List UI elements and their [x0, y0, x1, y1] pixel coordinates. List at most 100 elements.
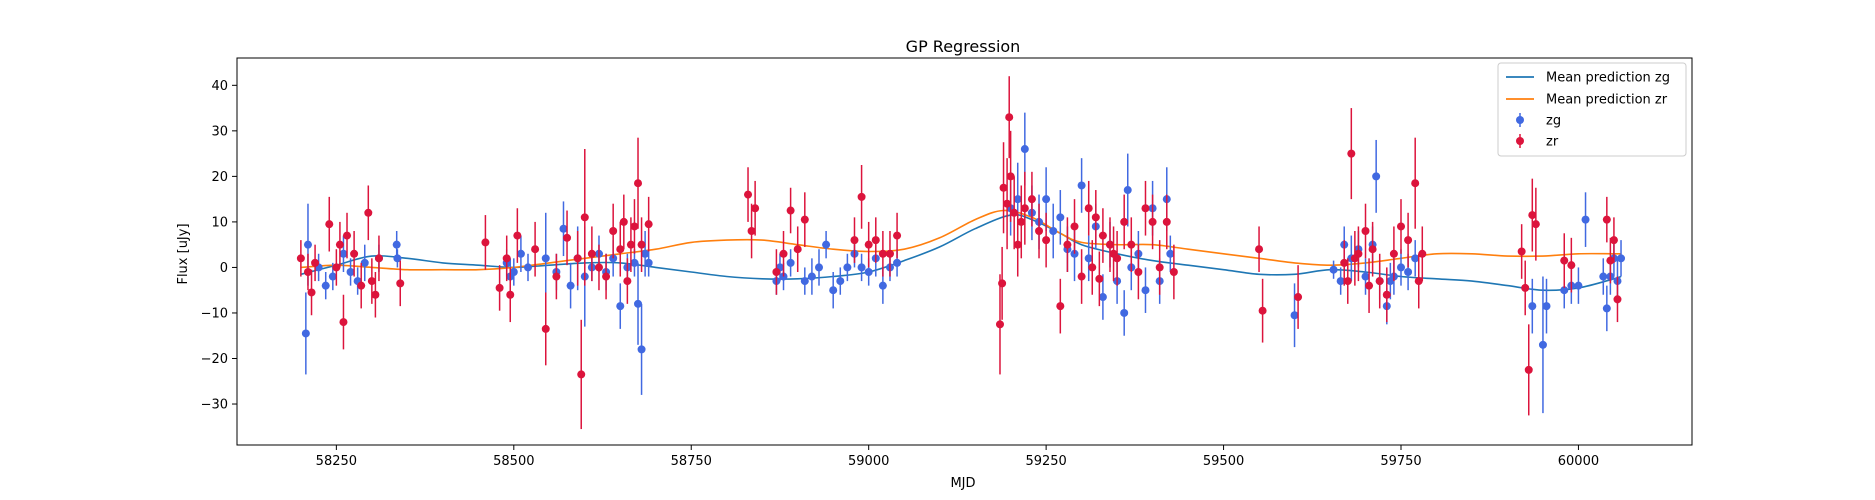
- y-tick-label: −30: [201, 398, 228, 413]
- data-point-zg: [1098, 293, 1107, 302]
- data-point-zr: [364, 208, 373, 217]
- data-point-zg: [1599, 272, 1608, 281]
- data-point-zg: [1013, 195, 1022, 204]
- data-point-zr: [552, 272, 561, 281]
- data-point-zr: [1340, 258, 1349, 267]
- data-point-zr: [1531, 220, 1540, 229]
- x-axis-label: MJD: [950, 476, 975, 491]
- y-tick-label: −20: [201, 352, 228, 367]
- data-point-zr: [1521, 283, 1530, 292]
- data-point-zg: [566, 281, 575, 290]
- data-point-zg: [634, 299, 643, 308]
- data-point-zr: [1127, 240, 1136, 249]
- data-point-zg: [1528, 302, 1537, 311]
- x-tick-label: 58250: [316, 454, 357, 469]
- data-point-zr: [1035, 227, 1044, 236]
- data-point-zr: [871, 236, 880, 245]
- data-point-zr: [1120, 217, 1129, 226]
- data-point-zg: [616, 302, 625, 311]
- data-point-zg: [836, 277, 845, 286]
- data-point-zg: [829, 286, 838, 295]
- y-tick-label: 30: [211, 124, 228, 139]
- data-point-zg: [1084, 254, 1093, 263]
- data-point-zr: [506, 290, 515, 299]
- y-tick-label: 10: [211, 215, 228, 230]
- data-point-zr: [1006, 172, 1015, 181]
- data-point-zr: [563, 233, 572, 242]
- plot-area: [296, 76, 1626, 430]
- data-point-zg: [1020, 145, 1029, 154]
- data-point-zr: [1098, 231, 1107, 240]
- data-point-zg: [644, 258, 653, 267]
- data-point-zr: [343, 231, 352, 240]
- data-point-zr: [626, 240, 635, 249]
- legend-marker-swatch: [1516, 137, 1524, 145]
- data-point-zg: [1617, 254, 1626, 263]
- data-point-zg: [1538, 340, 1547, 349]
- y-axis-label: Flux [uJy]: [176, 223, 191, 284]
- data-point-zr: [495, 283, 504, 292]
- data-point-zg: [321, 281, 330, 290]
- data-point-zg: [637, 345, 646, 354]
- data-point-zr: [786, 206, 795, 215]
- data-point-zg: [524, 263, 532, 272]
- data-point-zr: [1517, 247, 1526, 256]
- data-point-zg: [1404, 267, 1413, 276]
- data-point-zr: [1077, 272, 1086, 281]
- data-point-zg: [1336, 277, 1345, 286]
- data-point-zr: [325, 220, 334, 229]
- data-point-zg: [630, 258, 639, 267]
- data-point-zr: [644, 220, 653, 229]
- data-point-zr: [634, 179, 643, 188]
- data-point-zr: [616, 245, 625, 254]
- data-point-zg: [360, 258, 369, 267]
- data-point-zg: [822, 240, 831, 249]
- data-point-zr: [374, 254, 383, 263]
- data-point-zr: [1155, 263, 1164, 272]
- data-point-zr: [1010, 208, 1019, 217]
- data-point-zg: [857, 263, 866, 272]
- data-point-zr: [1606, 256, 1615, 265]
- data-point-zr: [1524, 365, 1533, 374]
- y-tick-label: 40: [211, 79, 228, 94]
- data-point-zg: [1070, 249, 1079, 258]
- data-point-zr: [857, 192, 866, 201]
- plot-frame: [236, 57, 1693, 446]
- data-point-zr: [1609, 236, 1618, 245]
- data-point-zr: [1017, 217, 1026, 226]
- data-point-zg: [1166, 249, 1175, 258]
- data-point-zr: [1354, 249, 1363, 258]
- data-point-zr: [1005, 113, 1014, 122]
- data-point-zr: [1389, 249, 1398, 258]
- legend-entry-label: zg: [1546, 114, 1561, 129]
- data-point-zg: [301, 329, 310, 338]
- x-tick-label: 60000: [1558, 454, 1599, 469]
- data-point-zr: [637, 240, 646, 249]
- data-point-zr: [1418, 249, 1427, 258]
- chart-title: GP Regression: [906, 37, 1021, 56]
- data-point-zg: [1574, 281, 1583, 290]
- data-point-zr: [357, 281, 366, 290]
- data-point-zr: [1134, 267, 1143, 276]
- data-point-zr: [502, 254, 511, 263]
- data-point-zg: [641, 249, 650, 258]
- data-point-zr: [339, 318, 348, 327]
- data-point-zg: [1290, 311, 1299, 320]
- data-point-zg: [843, 263, 852, 272]
- data-point-zr: [1070, 222, 1079, 231]
- data-point-zr: [1375, 277, 1384, 286]
- data-point-zr: [747, 227, 756, 236]
- data-point-zr: [587, 249, 596, 258]
- data-point-zr: [1365, 281, 1374, 290]
- data-point-zg: [1581, 215, 1590, 224]
- data-point-zr: [999, 183, 1008, 192]
- data-point-zr: [350, 249, 359, 258]
- data-point-zr: [1141, 204, 1150, 213]
- data-point-zr: [864, 240, 873, 249]
- data-point-zr: [1013, 240, 1022, 249]
- y-tick-label: −10: [201, 306, 228, 321]
- data-point-zr: [1414, 277, 1423, 286]
- data-point-zg: [509, 267, 518, 276]
- data-point-zr: [1528, 211, 1537, 220]
